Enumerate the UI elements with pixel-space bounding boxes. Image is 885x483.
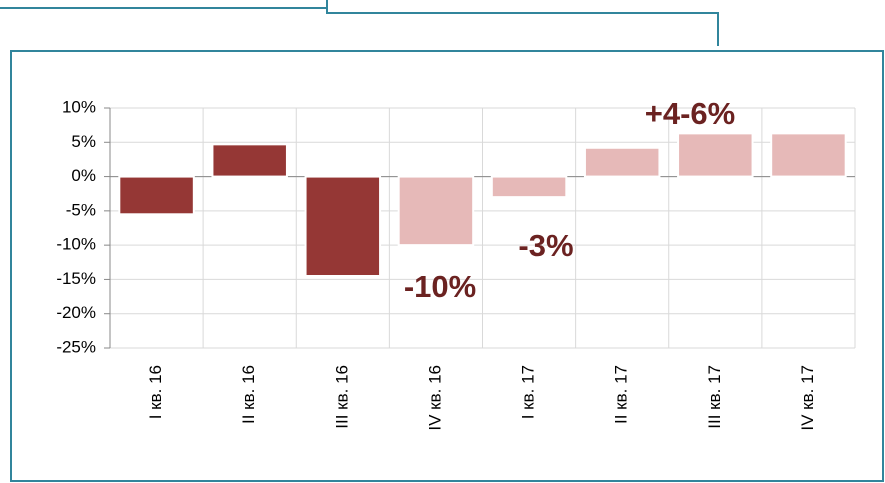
y-tick-label: -15% <box>56 269 96 288</box>
y-tick-label: -25% <box>56 337 96 356</box>
y-tick-label: 10% <box>62 97 96 116</box>
chart-frame <box>10 50 884 482</box>
annotation: +4-6% <box>645 96 735 131</box>
bar <box>677 132 754 178</box>
y-tick-label: -5% <box>66 200 96 219</box>
annotation: -10% <box>404 269 476 304</box>
connector <box>326 0 719 46</box>
bar <box>583 146 661 178</box>
annotation: -3% <box>518 228 573 263</box>
x-tick-label: IV кв. 16 <box>425 365 444 431</box>
bar <box>118 175 195 216</box>
x-tick-label: II кв. 17 <box>612 365 631 424</box>
x-tick-label: III кв. 16 <box>332 365 351 429</box>
x-tick-label: II кв. 16 <box>239 365 258 424</box>
bar <box>304 175 382 277</box>
bar <box>397 175 475 247</box>
bar <box>211 143 288 178</box>
y-tick-label: 0% <box>71 166 96 185</box>
bar <box>770 132 847 178</box>
x-tick-label: III кв. 17 <box>705 365 724 429</box>
y-tick-label: 5% <box>71 132 96 151</box>
bar <box>490 175 568 199</box>
x-tick-label: I кв. 16 <box>146 365 165 419</box>
connector <box>0 0 328 9</box>
y-tick-label: -20% <box>56 303 96 322</box>
y-tick-label: -10% <box>56 235 96 254</box>
x-tick-label: IV кв. 17 <box>798 365 817 431</box>
x-tick-label: I кв. 17 <box>519 365 538 419</box>
